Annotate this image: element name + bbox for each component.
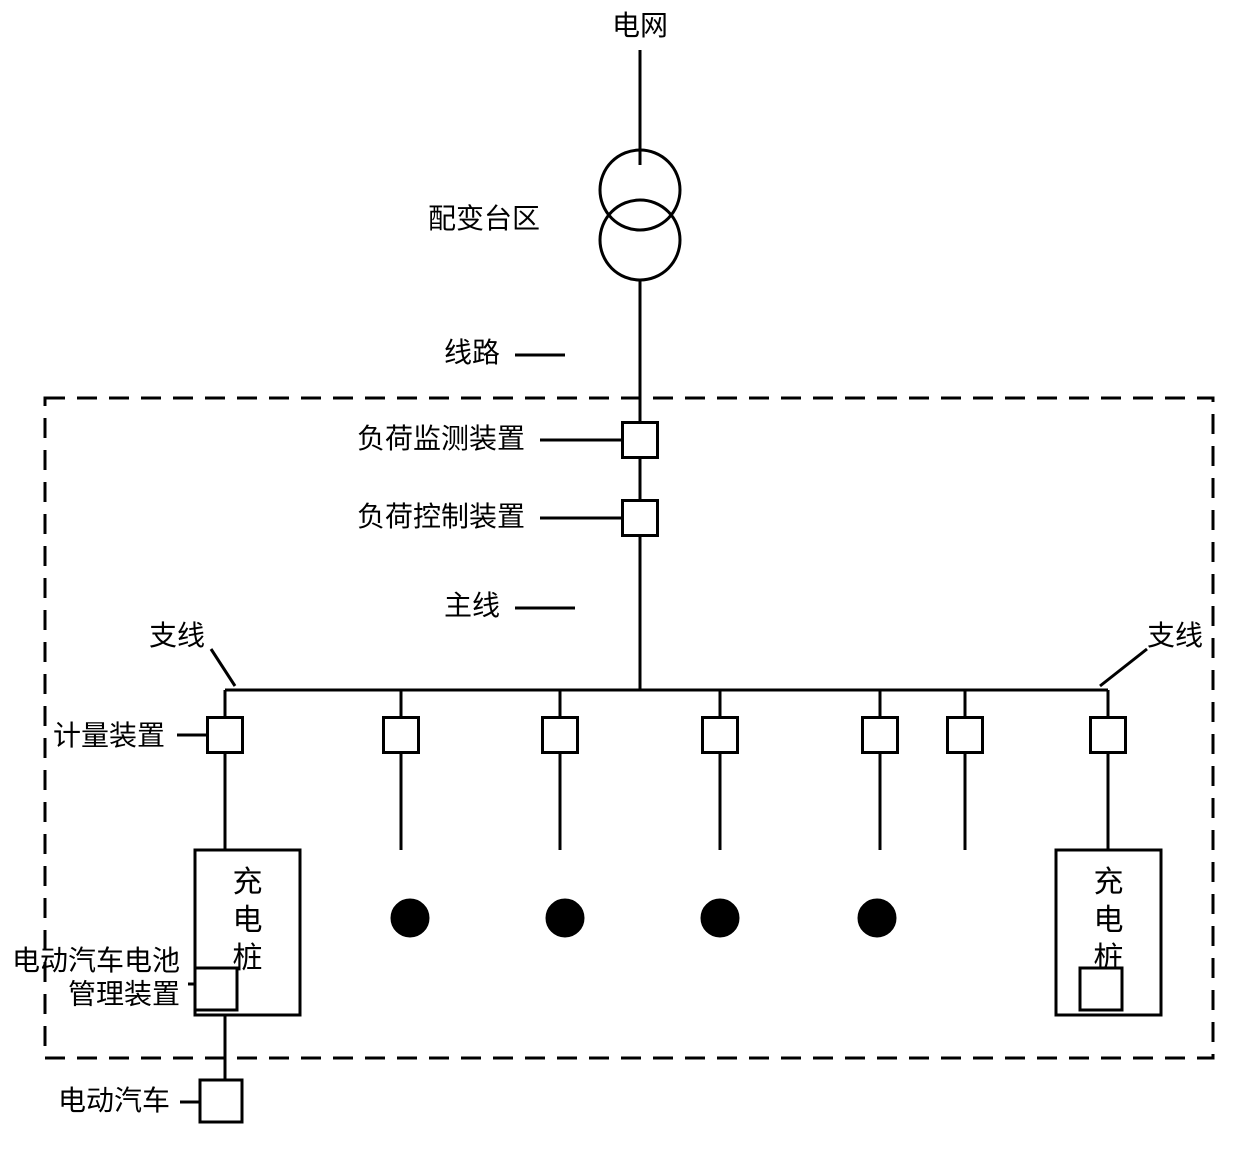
branch-label-left: 支线 — [149, 620, 205, 651]
bms-box-right — [1080, 968, 1122, 1010]
ev-label: 电动汽车 — [58, 1085, 170, 1116]
bms-box-left — [195, 968, 237, 1010]
branch-label-right: 支线 — [1147, 620, 1203, 651]
load-control-label: 负荷控制装置 — [357, 501, 525, 532]
charging-pile-char: 电 — [233, 904, 263, 937]
charging-pile-char: 充 — [233, 866, 263, 899]
ellipsis-dot — [392, 900, 428, 936]
line-label: 线路 — [444, 337, 500, 368]
meter-box — [1091, 718, 1126, 753]
meter-box — [543, 718, 578, 753]
ev-box — [200, 1080, 242, 1122]
charging-pile-char: 充 — [1094, 866, 1124, 899]
ellipsis-dot — [859, 900, 895, 936]
charging-pile-char: 电 — [1094, 904, 1124, 937]
load-control-box — [623, 501, 658, 536]
load-monitor-box — [623, 423, 658, 458]
load-monitor-label: 负荷监测装置 — [357, 423, 525, 454]
ellipsis-dot — [547, 900, 583, 936]
meter-box — [703, 718, 738, 753]
transformer-label: 配变台区 — [428, 203, 540, 234]
power-system-diagram: 电网配变台区线路负荷监测装置负荷控制装置主线支线支线计量装置充电桩充电桩电动汽车… — [0, 0, 1240, 1162]
meter-box — [208, 718, 243, 753]
ellipsis-dot — [702, 900, 738, 936]
grid-label: 电网 — [612, 10, 668, 41]
meter-label: 计量装置 — [53, 720, 165, 751]
meter-box — [948, 718, 983, 753]
meter-box — [863, 718, 898, 753]
main-line-label: 主线 — [444, 590, 500, 621]
meter-box — [384, 718, 419, 753]
